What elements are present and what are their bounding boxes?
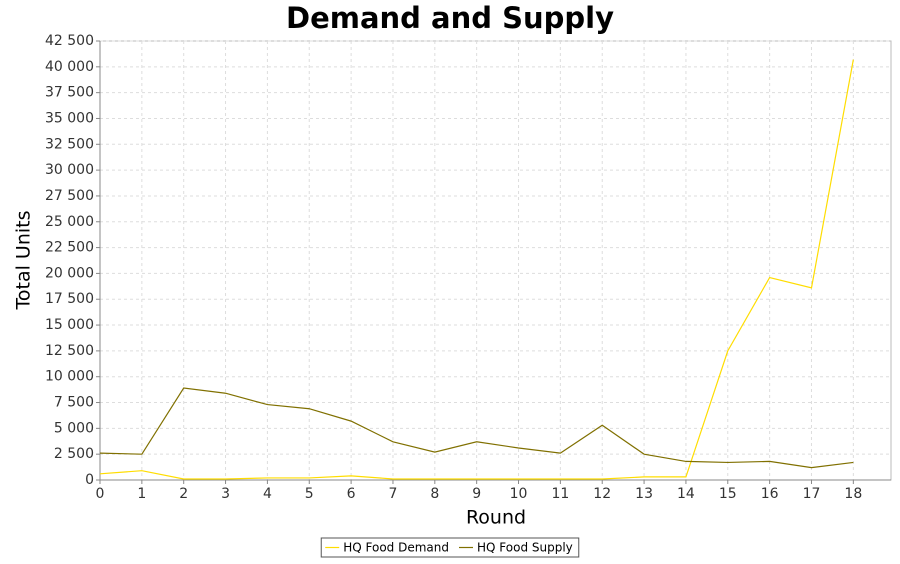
x-tick-label: 9 — [472, 486, 481, 502]
y-tick-label: 2 500 — [54, 446, 94, 462]
y-tick-label: 20 000 — [45, 265, 94, 281]
x-tick-label: 4 — [263, 486, 272, 502]
x-axis-label: Round — [466, 507, 526, 529]
x-tick-label: 17 — [803, 486, 821, 502]
y-tick-label: 12 500 — [45, 343, 94, 359]
chart-title: Demand and Supply — [286, 1, 614, 35]
x-tick-label: 0 — [96, 486, 105, 502]
series-line — [99, 59, 854, 480]
y-tick-label: 0 — [85, 472, 94, 488]
y-tick-label: 10 000 — [45, 369, 94, 385]
y-tick-label: 32 500 — [45, 136, 94, 152]
x-tick-label: 7 — [389, 486, 398, 502]
y-axis-label: Total Units — [13, 211, 35, 311]
y-tick-label: 17 500 — [45, 291, 94, 307]
plot-area — [99, 40, 892, 481]
y-tick-label: 22 500 — [45, 240, 94, 256]
x-tick-label: 13 — [635, 486, 653, 502]
legend-label: HQ Food Demand — [343, 541, 449, 555]
x-tick-label: 18 — [844, 486, 862, 502]
y-tick-label: 40 000 — [45, 59, 94, 75]
x-tick-label: 11 — [551, 486, 569, 502]
y-tick-label: 37 500 — [45, 85, 94, 101]
x-tick-label: 5 — [305, 486, 314, 502]
y-tick-label: 15 000 — [45, 317, 94, 333]
y-tick-label: 27 500 — [45, 188, 94, 204]
x-tick-label: 6 — [347, 486, 356, 502]
x-tick-label: 1 — [137, 486, 146, 502]
x-tick-label: 12 — [593, 486, 611, 502]
y-tick-label: 30 000 — [45, 162, 94, 178]
x-tick-label: 15 — [719, 486, 737, 502]
y-tick-label: 25 000 — [45, 214, 94, 230]
x-tick-label: 10 — [510, 486, 528, 502]
x-tick-label: 14 — [677, 486, 695, 502]
x-tick-label: 2 — [179, 486, 188, 502]
x-tick-label: 8 — [430, 486, 439, 502]
legend: HQ Food Demand HQ Food Supply — [320, 537, 580, 558]
x-tick-label: 3 — [221, 486, 230, 502]
y-tick-label: 35 000 — [45, 110, 94, 126]
x-tick-label: 16 — [761, 486, 779, 502]
y-tick-label: 7 500 — [54, 395, 94, 411]
legend-label: HQ Food Supply — [477, 541, 573, 555]
legend-box — [320, 537, 580, 558]
y-tick-label: 42 500 — [45, 33, 94, 49]
y-tick-label: 5 000 — [54, 420, 94, 436]
series-line — [99, 387, 854, 469]
